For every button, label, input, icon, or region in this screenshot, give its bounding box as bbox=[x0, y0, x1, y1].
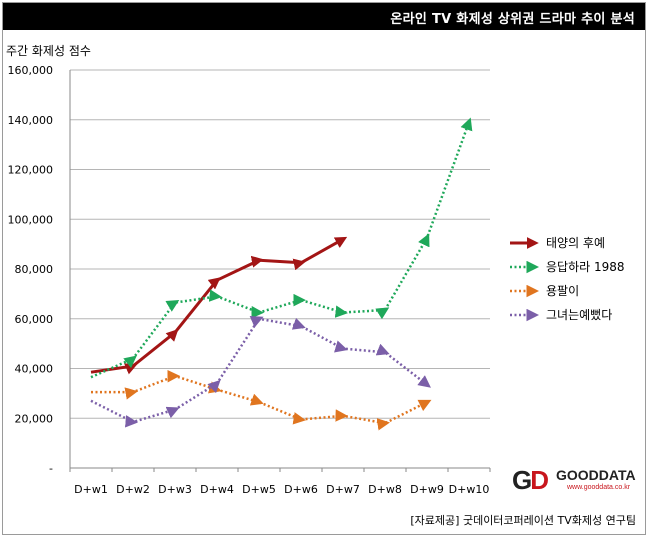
y-tick-label: 120,000 bbox=[8, 164, 54, 177]
logo-name: GOODDATA bbox=[556, 467, 636, 483]
series-line-4 bbox=[90, 316, 431, 428]
x-tick-label: D+w7 bbox=[326, 483, 360, 496]
y-tick-label: 160,000 bbox=[8, 64, 54, 77]
y-tick-label: 140,000 bbox=[8, 114, 54, 127]
x-tick-label: D+w10 bbox=[449, 483, 490, 496]
legend-label: 용팔이 bbox=[546, 284, 579, 298]
series-line-1 bbox=[90, 236, 348, 375]
x-tick-label: D+w6 bbox=[284, 483, 318, 496]
chart-title: 온라인 TV 화제성 상위권 드라마 추이 분석 bbox=[390, 12, 635, 27]
y-tick-label: 100,000 bbox=[8, 213, 54, 226]
x-tick-label: D+w4 bbox=[200, 483, 234, 496]
x-tick-label: D+w1 bbox=[74, 483, 108, 496]
legend-label: 태양의 후예 bbox=[546, 236, 605, 250]
series-line-3 bbox=[91, 369, 432, 431]
series-line-2 bbox=[90, 117, 473, 379]
x-tick-label: D+w8 bbox=[368, 483, 402, 496]
x-tick-label: D+w2 bbox=[116, 483, 150, 496]
logo-mark: GD bbox=[512, 465, 549, 495]
y-tick-label: 20,000 bbox=[15, 412, 54, 425]
y-tick-label: 40,000 bbox=[15, 363, 54, 376]
gooddata-logo: GD GOODDATA www.gooddata.co.kr bbox=[512, 466, 642, 496]
y-axis-label: 주간 화제성 점수 bbox=[6, 44, 91, 58]
title-bar: 온라인 TV 화제성 상위권 드라마 추이 분석 bbox=[3, 3, 645, 30]
source-credit: [자료제공] 굿데이터코퍼레이션 TV화제성 연구팀 bbox=[410, 514, 636, 527]
legend-label: 그녀는예뻤다 bbox=[546, 308, 612, 322]
legend-label: 응답하라 1988 bbox=[546, 260, 625, 274]
y-tick-label: 60,000 bbox=[15, 313, 54, 326]
logo-url: www.gooddata.co.kr bbox=[567, 484, 631, 491]
chart-frame bbox=[2, 2, 646, 535]
x-tick-label: D+w5 bbox=[242, 483, 276, 496]
x-tick-label: D+w3 bbox=[158, 483, 192, 496]
x-tick-label: D+w9 bbox=[410, 483, 444, 496]
y-tick-label: - bbox=[49, 462, 53, 475]
y-tick-label: 80,000 bbox=[15, 263, 54, 276]
